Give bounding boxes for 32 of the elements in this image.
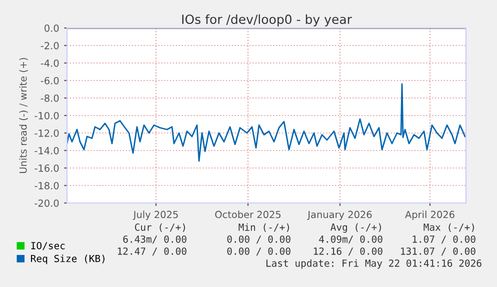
y-tick-label: -12.0 <box>34 129 59 137</box>
y-tick-label: -4.0 <box>40 59 59 67</box>
legend-label: IO/sec <box>31 242 65 250</box>
text: 0.00 / 0.00 <box>227 235 290 244</box>
y-tick-label: 0.0 <box>44 24 59 32</box>
y-tick-label: -10.0 <box>34 112 59 120</box>
text: 12.47 / 0.00 <box>118 247 186 256</box>
y-tick-label: -18.0 <box>34 182 59 190</box>
x-tick-label: January 2026 <box>307 210 372 220</box>
y-tick-label: -20.0 <box>34 199 59 207</box>
text: 1.07 / 0.00 <box>412 235 476 244</box>
y-tick-label: -2.0 <box>40 42 59 50</box>
y-axis-title: Units read (-) / write (+) <box>19 58 28 174</box>
x-tick-label: July 2025 <box>132 210 178 220</box>
text: 4.09m/ 0.00 <box>319 235 382 244</box>
text: Min (-/+) <box>238 223 289 232</box>
y-tick-label: -6.0 <box>40 76 59 84</box>
text: 6.43m/ 0.00 <box>123 235 186 244</box>
x-tick-label: April 2026 <box>405 210 454 220</box>
y-tick-label: -14.0 <box>34 146 59 154</box>
chart-title: IOs for /dev/loop0 - by year <box>182 14 352 26</box>
legend-label: Req Size (KB) <box>31 254 104 264</box>
text: Avg (-/+) <box>330 223 381 233</box>
text: 131.07 / 0.00 <box>401 247 476 256</box>
text: Max (-/+) <box>424 223 474 232</box>
text: Cur (-/+) <box>134 223 185 232</box>
y-tick-label: -8.0 <box>40 94 59 102</box>
y-tick-label: -16.0 <box>34 164 59 172</box>
text: 0.00 / 0.00 <box>227 247 290 256</box>
text: Last update: Fri May 22 01:41:16 2026 <box>266 259 482 269</box>
x-tick-label: October 2025 <box>215 210 281 218</box>
text: 12.16 / 0.00 <box>314 247 382 256</box>
